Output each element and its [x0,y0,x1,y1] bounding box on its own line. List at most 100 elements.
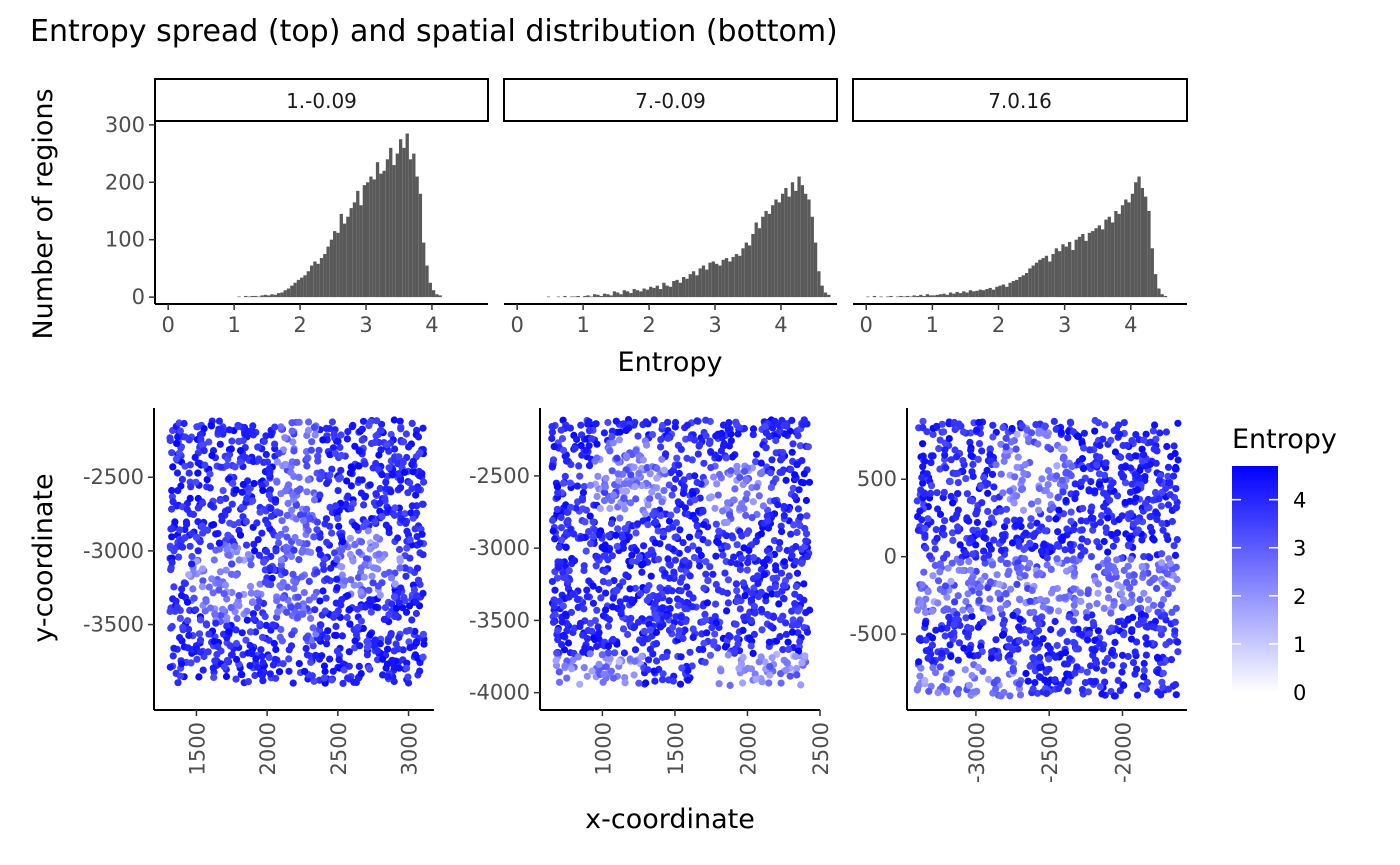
scatter-point [681,504,690,512]
scatter-point [317,621,325,629]
scatter-point [357,564,365,572]
scatter-point [1083,668,1091,676]
scatter-point [349,557,357,565]
scatter-point [1069,585,1078,593]
scatter-point [548,462,556,470]
scatter-point [283,583,291,591]
scatter-point [382,478,390,486]
scatter-point [724,576,733,584]
scatter-point [559,479,568,487]
scatter-point [568,665,576,673]
histogram-bar [431,290,436,298]
scatter-point [218,516,226,525]
histogram-bar [929,295,933,298]
scatter-point [803,512,811,520]
histogram-bar [385,159,390,298]
scatter-point [260,558,268,566]
scatter-point [714,539,722,547]
scatter-point [619,420,627,428]
scatter-point [962,597,970,606]
scatter-point [1127,635,1136,643]
scatter-point [235,592,243,600]
scatter-point [265,465,273,473]
scatter-point [1134,605,1142,613]
histogram-bar [965,292,969,298]
scatter-point [916,672,924,680]
histogram-bar [323,254,327,298]
scatter-point [408,616,416,624]
histogram-bar [583,295,587,298]
scatter-point [289,679,297,687]
scatter-point [721,643,730,651]
scatter-point [304,426,313,434]
scatter-point [343,613,351,622]
scatter-point [638,568,646,576]
scatter-point [999,620,1007,628]
scatter-point [249,598,257,606]
scatter-point [1076,589,1085,597]
scatter-point [359,417,368,425]
scatter-point [1147,512,1155,521]
scatter-point [999,489,1007,497]
histogram-bar [286,288,291,298]
scatter-point [1021,572,1029,580]
scatter-point [954,490,962,498]
x-tick-label: 1500 [664,722,688,775]
histogram-bar [1163,295,1168,298]
scatter-point [356,642,364,650]
scatter-point [757,653,765,661]
scatter-point [795,486,803,494]
scatter-point [959,457,967,465]
scatter-point [994,589,1002,597]
scatter-point [1171,551,1180,560]
scatter-point [561,610,570,618]
scatter-point [289,438,297,446]
scatter-point [225,551,233,559]
scatter-point [968,612,976,621]
scatter-point [759,468,767,476]
scatter-point [555,543,563,551]
scatter-point [704,539,712,547]
scatter-point [757,605,766,614]
scatter-point [381,495,389,503]
scatter-point [313,518,321,526]
scatter-point [578,495,586,503]
scatter-point [688,662,696,670]
histogram-bars [866,176,1168,298]
scatter-point [579,631,587,639]
histogram-bar [270,294,274,298]
scatter-point [332,502,340,510]
scatter-point [733,541,741,549]
histogram-bar [695,275,699,298]
scatter-point [189,585,197,593]
scatter-point [679,634,687,643]
scatter-point [631,623,639,631]
scatter-point [987,654,996,662]
scatter-point [287,603,295,611]
scatter-point [1042,689,1051,698]
scatter-point [984,584,992,592]
scatter-point [576,619,585,628]
scatter-point [307,658,315,666]
scatter-point [361,460,369,468]
facet-strip-label: 7.-0.09 [635,89,706,113]
scatter-point [548,577,557,586]
scatter-point [1127,510,1135,519]
scatter-point [1055,506,1063,514]
scatter-point [685,562,693,570]
scatter-point [250,479,258,488]
scatter-point [759,502,768,510]
histogram-bar [392,165,396,298]
scatter-point [236,458,244,466]
scatter-point [416,667,424,675]
scatter-point [287,468,295,477]
scatter-point [689,542,697,550]
scatter-point [170,583,178,591]
scatter-point [673,506,681,514]
scatter-point [919,424,927,432]
scatter-point [795,647,803,655]
scatter-point [984,675,993,684]
scatter-point [249,497,257,505]
scatter-point [1094,589,1102,597]
scatter-point [233,655,241,664]
